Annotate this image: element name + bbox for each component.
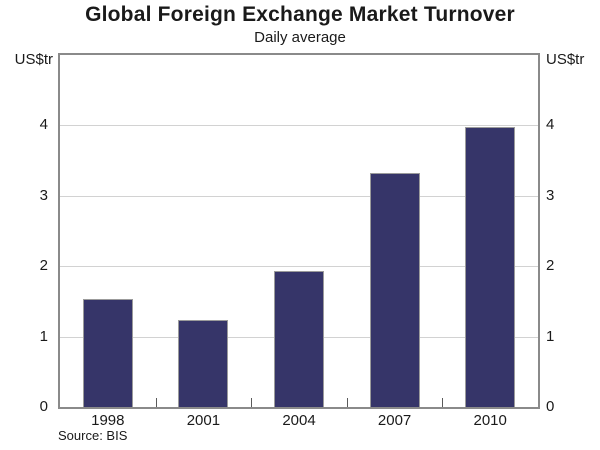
y-tick-label-left-0: 0 <box>39 398 48 415</box>
plot-area <box>58 53 540 409</box>
bar-2010 <box>465 126 516 407</box>
y-tick-label-left-2: 2 <box>39 257 48 275</box>
y-tick-label-left-1: 1 <box>39 327 48 345</box>
right-axis-unit-label: US$tr <box>546 51 585 68</box>
x-category-label-2010: 2010 <box>473 412 507 429</box>
left-axis-unit-label: US$tr <box>14 51 53 68</box>
y-tick-label-right-2: 2 <box>546 257 555 275</box>
x-category-label-2001: 2001 <box>186 412 221 429</box>
x-category-label-2004: 2004 <box>282 412 316 429</box>
bar-1998 <box>82 299 133 407</box>
chart-title: Global Foreign Exchange Market Turnover <box>85 3 515 26</box>
bar-2001 <box>178 319 229 407</box>
y-tick-label-left-4: 4 <box>39 116 48 134</box>
bar-2004 <box>274 271 324 407</box>
y-tick-label-right-4: 4 <box>546 116 555 134</box>
x-axis-tick-3 <box>346 398 348 407</box>
chart-subtitle: Daily average <box>254 29 346 46</box>
y-tick-label-right-0: 0 <box>546 398 555 415</box>
x-category-label-2007: 2007 <box>377 412 412 429</box>
y-tick-label-left-3: 3 <box>39 186 48 204</box>
x-category-label-1998: 1998 <box>91 412 125 429</box>
gridline-y4 <box>60 125 538 127</box>
y-tick-label-right-3: 3 <box>546 186 555 204</box>
bar-2007 <box>369 173 420 407</box>
source-note: Source: BIS <box>58 428 128 443</box>
gridline-y2 <box>60 266 538 268</box>
x-axis-tick-4 <box>442 398 444 407</box>
gridline-y3 <box>60 195 538 197</box>
x-axis-tick-1 <box>155 398 157 407</box>
y-tick-label-right-1: 1 <box>546 327 555 345</box>
x-axis-tick-2 <box>251 398 253 407</box>
